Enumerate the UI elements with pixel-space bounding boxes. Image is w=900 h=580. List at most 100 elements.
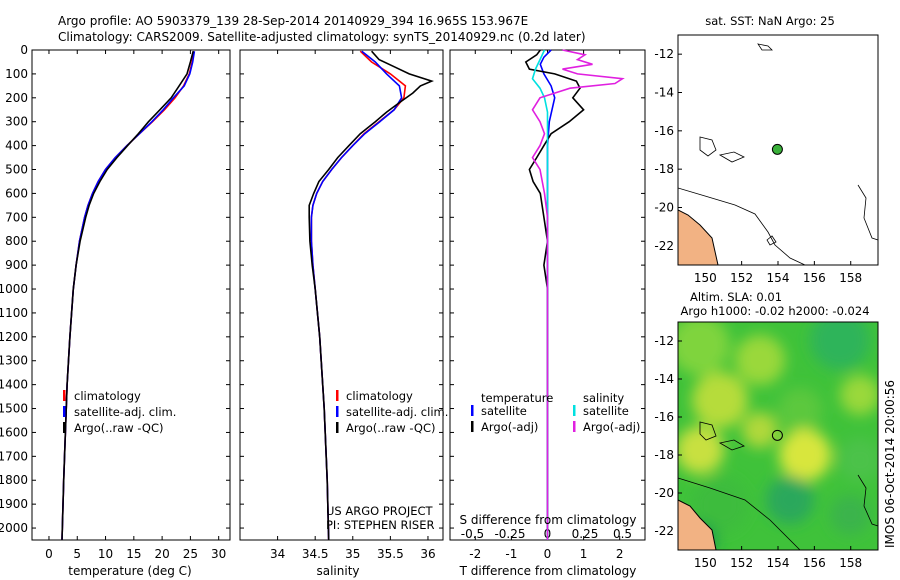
map-y-tick-label: -12 (654, 334, 674, 348)
legend-swatch-satellite (63, 406, 66, 417)
sla-blob (779, 429, 831, 481)
legend-label: climatology (74, 389, 141, 403)
series-line (524, 49, 585, 540)
sla-blob (830, 495, 870, 535)
x-top-tick-label: 0.25 (572, 527, 599, 541)
y-tick-label: 200 (5, 91, 28, 105)
x-tick-label: 36 (420, 547, 435, 561)
x-top-tick-label: -0.25 (494, 527, 525, 541)
sla-blob (678, 322, 730, 375)
x-tick-label: 25 (183, 547, 198, 561)
legend-label: satellite (583, 404, 629, 418)
sla-blob (678, 426, 724, 474)
reef-contour (857, 474, 879, 527)
x-top-tick-label: 0.5 (613, 527, 632, 541)
sla-blob (692, 372, 748, 428)
map-x-tick-label: 152 (730, 271, 753, 285)
x-tick-label: 0 (544, 547, 552, 561)
legend-label: climatology (346, 389, 413, 403)
map-y-tick-label: -14 (654, 86, 674, 100)
temperature-xlabel: temperature (deg C) (68, 564, 191, 578)
y-tick-label: 400 (5, 139, 28, 153)
x-tick-label: 35 (345, 547, 360, 561)
x-tick-label: 15 (126, 547, 141, 561)
series-line (310, 50, 407, 541)
map-x-tick-label: 158 (839, 556, 862, 570)
sla-blob (778, 388, 822, 432)
x-tick-label: -2 (469, 547, 481, 561)
sla-map-title2: Argo h1000: -0.02 h2000: -0.024 (680, 304, 869, 318)
salinity-plot: 34 34.5 35 35.5 36 (240, 49, 443, 561)
sla-blob (810, 322, 870, 370)
legend-swatch-satellite (336, 406, 339, 417)
series-line (61, 50, 194, 541)
island-contour (757, 43, 773, 51)
map-y-tick-label: -12 (654, 47, 674, 61)
land-mass (678, 209, 719, 265)
y-tick-label: 700 (5, 210, 28, 224)
legend-swatch-climatology (63, 390, 66, 401)
y-tick-label: 1500 (0, 402, 28, 416)
sla-blob (838, 438, 878, 482)
difference-plot: -2 -1 0 1 2-0.5 -0.25 0 0.25 0.5 (450, 49, 645, 561)
sla-blob (735, 335, 785, 385)
y-tick-label: 800 (5, 234, 28, 248)
argo-position-marker (771, 143, 783, 155)
series-line (310, 50, 403, 541)
pi-label: PI: STEPHEN RISER (326, 518, 435, 532)
header-line2: Climatology: CARS2009. Satellite-adjuste… (58, 30, 586, 44)
y-tick-label: 1100 (0, 306, 28, 320)
sla-blob (692, 477, 748, 533)
x-tick-label: 20 (154, 547, 169, 561)
y-tick-label: 0 (20, 43, 28, 57)
y-tick-label: 1300 (0, 354, 28, 368)
sla-blob (840, 375, 878, 415)
temperature-plot: 0100200300400500600700800900100011001200… (0, 43, 230, 561)
legend-swatch-sal-satellite (573, 405, 576, 416)
sst-map: 150 152 154 156 158 -12 -14 -16 -18 -20 -22 (654, 34, 879, 285)
map-x-tick-label: 158 (839, 271, 862, 285)
legend-label: satellite (481, 404, 527, 418)
difference-xlabel-top: S difference from climatology (460, 513, 637, 527)
sla-blob (742, 412, 778, 448)
y-tick-label: 1800 (0, 473, 28, 487)
salinity-legend: climatology satellite-adj. clim. Argo(..… (336, 389, 448, 435)
sla-map-title1: Altim. SLA: 0.01 (690, 290, 782, 304)
map-y-tick-label: -14 (654, 372, 674, 386)
island-contour (699, 136, 717, 157)
header-line1: Argo profile: AO 5903379_139 28-Sep-2014… (58, 14, 528, 28)
island-contour (699, 421, 717, 441)
salinity-axes (239, 49, 444, 541)
map-y-tick-label: -22 (654, 239, 674, 253)
x-tick-label: 34 (270, 547, 285, 561)
y-tick-label: 500 (5, 163, 28, 177)
map-x-tick-label: 154 (767, 556, 790, 570)
legend-label: satellite-adj. clim. (74, 405, 176, 419)
legend-swatch-argo (63, 422, 66, 433)
x-tick-label: 10 (98, 547, 113, 561)
land-mass (677, 499, 717, 551)
series-line (61, 51, 195, 541)
x-tick-label: 30 (211, 547, 226, 561)
map-x-tick-label: 150 (694, 271, 717, 285)
map-y-tick-label: -20 (654, 486, 674, 500)
legend-swatch-climatology (336, 390, 339, 401)
y-tick-label: 100 (5, 67, 28, 81)
sla-map: 150 152 154 156 158 -12 -14 -16 -18 -20 -22 (654, 321, 879, 570)
x-tick-label: 1 (580, 547, 588, 561)
difference-legend: temperature salinity satellite Argo(-adj… (471, 391, 640, 434)
argo-position-marker (771, 429, 783, 441)
difference-xlabel: T difference from climatology (459, 564, 637, 578)
map-y-tick-label: -18 (654, 162, 674, 176)
reef-contour (677, 477, 801, 551)
legend-label: satellite-adj. clim. (346, 405, 448, 419)
legend-title-temperature: temperature (481, 391, 553, 405)
y-tick-label: 2000 (0, 521, 28, 535)
map-y-tick-label: -16 (654, 410, 674, 424)
reef-contour (857, 184, 879, 241)
y-tick-label: 900 (5, 258, 28, 272)
sla-blob (766, 476, 814, 524)
map-x-tick-label: 156 (803, 556, 826, 570)
x-top-tick-label: -0.5 (461, 527, 484, 541)
